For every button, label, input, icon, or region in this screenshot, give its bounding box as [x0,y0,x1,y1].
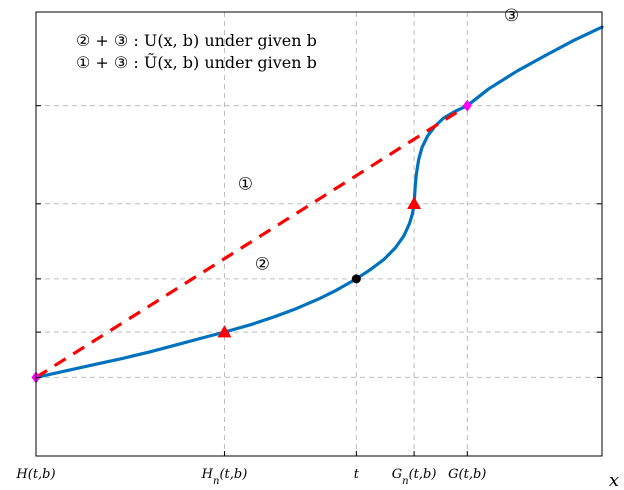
x-axis-label: x [609,470,619,490]
region-label: ② [255,255,270,275]
region-label: ① [238,175,253,195]
marker-circle [351,274,361,284]
plot-frame [35,11,603,457]
legend-entry: ① + ③ : Ũ(x, b) under given b [76,52,317,72]
x-tick-label: Gn(t,b) [392,467,437,487]
x-tick-label: G(t,b) [448,467,486,482]
marker-triangle [407,196,422,210]
x-tick-label: H(t,b) [15,467,55,482]
marker-triangle [217,325,232,338]
series-line-solid [34,25,604,380]
series-line-dashed [35,104,469,379]
series-layer [34,25,604,380]
marker-layer [31,99,472,384]
grid [36,12,602,456]
region-label: ③ [504,6,519,26]
legend-entry: ② + ③ : U(x, b) under given b [76,31,317,50]
x-tick-label: t [354,467,360,482]
label-layer: ② + ③ : U(x, b) under given b ① + ③ : Ũ(x… [76,6,519,275]
tick-layer: H(t,b) Hn(t,b) t Gn(t,b) G(t,b) [15,105,602,487]
x-tick-label: Hn(t,b) [201,467,248,487]
marker-diamond [462,99,472,112]
